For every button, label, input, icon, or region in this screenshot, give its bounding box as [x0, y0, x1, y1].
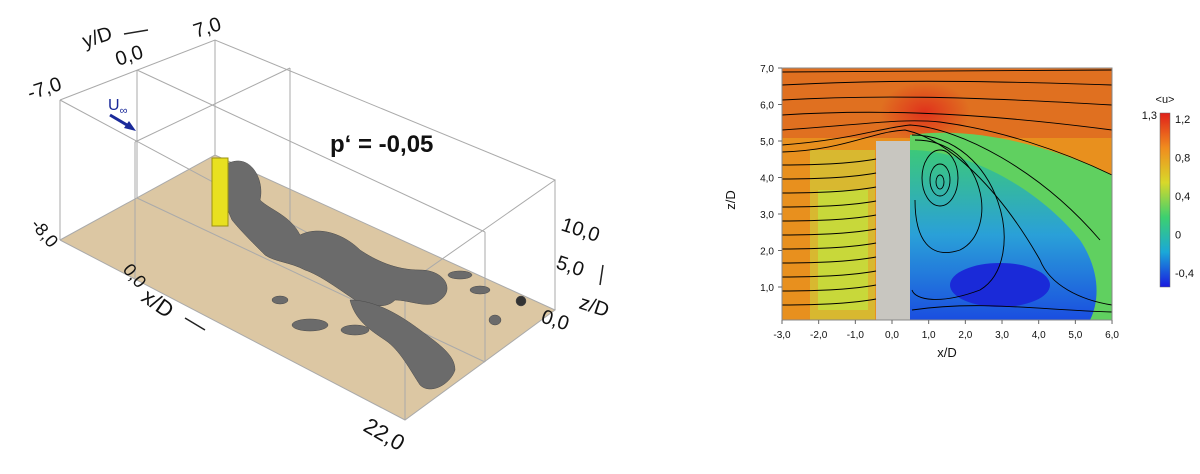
- vortex-structures: [222, 160, 527, 390]
- tick-label: 22,0: [360, 413, 410, 456]
- x-tick-label: 3,0: [995, 330, 1009, 341]
- tick-label: 0,0: [538, 306, 571, 336]
- x-tick-label: 2,0: [958, 330, 972, 341]
- x-tick-label: -3,0: [773, 330, 791, 341]
- obstacle: [876, 141, 910, 320]
- colorbar-tick-label: 1,2: [1175, 114, 1190, 126]
- x-tick-label: 6,0: [1105, 330, 1119, 341]
- annotation: p‘ = -0,05: [330, 131, 433, 158]
- tick-label: 5,0: [553, 252, 586, 282]
- y-tick-label: 3,0: [760, 210, 774, 221]
- x-tick-label: -2,0: [810, 330, 828, 341]
- axis-arrow: [599, 264, 604, 286]
- axis-arrow: [123, 29, 149, 35]
- tick-label: -7,0: [25, 73, 65, 105]
- streamline: [781, 270, 877, 278]
- tick-label: 7,0: [191, 13, 224, 43]
- streamline: [781, 172, 877, 180]
- y-tick-label: 6,0: [760, 101, 774, 112]
- inflow-arrowhead: [124, 121, 136, 131]
- x-tick-label: 4,0: [1032, 330, 1046, 341]
- y-tick-label: 7,0: [760, 64, 774, 75]
- y-tick-label: 4,0: [760, 174, 774, 185]
- contour-plot: 7,0 6,0 5,0 4,0 3,0 2,0 1,0 -3,0 -2,0 -1,0 0,0 1,0 2…: [723, 64, 1194, 360]
- colorbar: [1159, 112, 1171, 288]
- streamlines-upstream: [781, 158, 877, 306]
- colorbar-tick-label: 0: [1175, 230, 1181, 242]
- tick-label: 0,0: [113, 41, 146, 71]
- x-tick-label: 1,0: [922, 330, 936, 341]
- streamline: [781, 158, 877, 166]
- field-region: [950, 263, 1050, 307]
- colorbar-label: <u>: [1156, 94, 1175, 106]
- y-tick-label: 1,0: [760, 283, 774, 294]
- streamline: [781, 298, 877, 306]
- 3d-view: y/D -7,0 0,0 7,0 U∞ p‘ = -0,05 10,0 5,0 …: [25, 13, 612, 456]
- streamline: [781, 256, 877, 264]
- axis-arrow: [184, 317, 206, 331]
- axis-label: x/D: [937, 345, 957, 360]
- inflow-label: U∞: [108, 97, 127, 117]
- streamline: [781, 228, 877, 236]
- tick-label: -8,0: [27, 215, 62, 252]
- field-region: [880, 82, 970, 142]
- colorbar-tick-label: -0,4: [1175, 268, 1194, 280]
- streamline: [781, 186, 877, 194]
- streamline: [781, 200, 877, 208]
- plot-frame: [781, 67, 1113, 321]
- streamlines: [781, 69, 1113, 313]
- x-tick-label: -1,0: [847, 330, 865, 341]
- x-tick-label: 0,0: [885, 330, 899, 341]
- axis-label: z/D: [576, 292, 611, 322]
- axis-label: z/D: [723, 190, 738, 210]
- streamline: [781, 214, 877, 222]
- colorbar-tick-label: 0,4: [1175, 191, 1190, 203]
- colorbar-tick-label: 0,8: [1175, 153, 1190, 165]
- axis-label: y/D: [80, 23, 115, 53]
- bounding-box: [59, 39, 557, 421]
- field-region: [818, 190, 868, 310]
- colorbar-tick-label: 1,3: [1142, 110, 1157, 122]
- streamline: [781, 242, 877, 250]
- streamline: [781, 284, 877, 292]
- tick-label: 10,0: [558, 214, 602, 247]
- y-tick-label: 2,0: [760, 247, 774, 258]
- y-tick-label: 5,0: [760, 137, 774, 148]
- cylinder: [211, 157, 229, 227]
- x-tick-label: 5,0: [1068, 330, 1082, 341]
